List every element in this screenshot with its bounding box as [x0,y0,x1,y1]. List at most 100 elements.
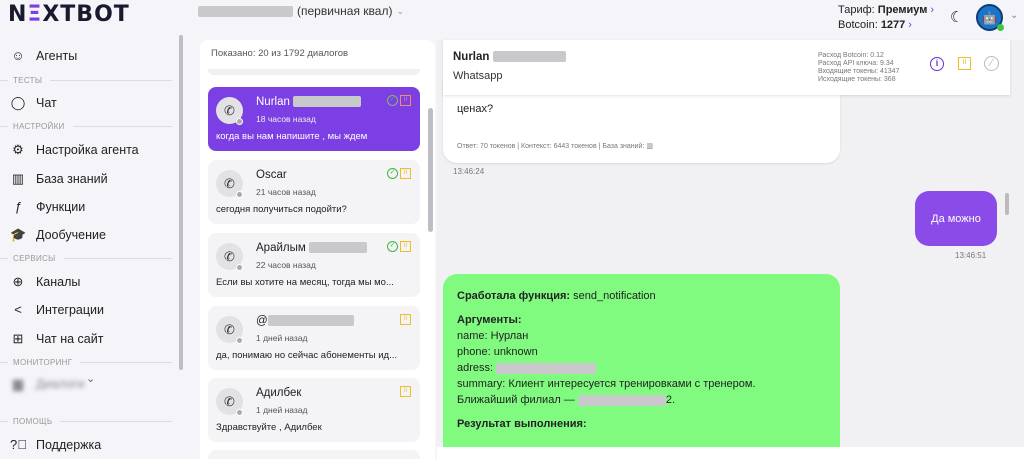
whatsapp-icon: ✆ [216,388,243,415]
sidebar-item-label: Чат на сайт [36,332,104,346]
sidebar-item-label: Функции [36,199,86,214]
check-icon[interactable]: ✓ [387,168,398,179]
dialog-item[interactable]: ✆ Oscar 21 часов назад сегодня получиться п… [208,160,420,224]
dialog-item[interactable] [208,450,420,459]
message-meta: Ответ: 70 токенов | Контекст: 6443 токен… [457,143,654,150]
status-dot [236,191,243,198]
logo[interactable]: NΞXTBOT [8,2,130,27]
dialog-list-scrollbar[interactable] [428,108,433,232]
pause-icon[interactable]: II [400,314,411,325]
avatar[interactable]: 🤖 [976,4,1003,31]
dialog-time: 22 часов назад [256,260,316,270]
online-indicator [997,24,1004,31]
dialog-preview: Если вы хотите на месяц, тогда мы мо... [216,277,394,288]
tariff-info: Тариф: Премиум › Botcoin: 1277 › [838,3,934,33]
chat-header: Nurlan Whatsapp Расход Botcoin: 0.12 Расх… [443,40,1010,95]
sidebar-item-agent-settings[interactable]: ⚙ Настройка агента [10,142,139,158]
sidebar-item-label: Дообучение [36,228,106,242]
function-call-message: Сработала функция: send_notification Арг… [443,274,840,459]
status-dot [236,337,243,344]
sidebar-item-label: Агенты [36,48,78,63]
sidebar-item-label: Поддержка [36,437,102,452]
chat-bubble-icon: ◯ [10,95,26,110]
sidebar-item-agents[interactable]: ☺ Агенты [10,48,77,63]
botcoin-link[interactable]: Botcoin: 1277 › [838,18,934,33]
info-icon[interactable]: i [930,57,944,71]
user-message: Да можно [915,191,997,246]
dialog-name: Арайлым [256,242,367,254]
dialog-item[interactable]: ✆ Адилбек 1 дней назад Здравствуйте , Адилб… [208,378,420,442]
dialog-preview: когда вы нам напишите , мы ждем [216,131,368,142]
sidebar-item-label: Настройка агента [36,143,139,157]
sidebar-item-functions[interactable]: ƒ Функции [10,199,85,214]
dialog-item[interactable]: ✆ @1 дней назад да, понимаю но сейчас абон… [208,306,420,370]
dialog-time: 21 часов назад [256,187,316,197]
graduation-cap-icon: 🎓 [10,227,27,242]
dialog-time: 18 часов назад [256,114,316,124]
sidebar-scrollbar[interactable] [179,35,183,370]
chat-scrollbar[interactable] [1005,193,1009,215]
sidebar-item-support[interactable]: ?⃝ Поддержка [10,437,101,452]
check-icon[interactable]: ✓ [387,241,398,252]
message-time: 13:46:51 [955,251,987,260]
help-icon: ?⃝ [10,437,27,452]
sidebar: ☺ Агенты ТЕСТЫ ◯ Чат НАСТРОЙКИ ⚙ Настройка … [0,38,185,459]
agent-selector[interactable]: (первичная квал) ⌄ [198,4,404,18]
argument-name: name: Нурлан [457,330,529,342]
chevron-down-icon[interactable]: ⌄ [1010,10,1019,21]
sidebar-item-label: Чат [36,96,57,110]
dialog-name: Nurlan [256,96,362,108]
share-icon: < [14,302,22,317]
pause-icon[interactable]: II [400,386,411,397]
pause-icon[interactable]: II [400,95,411,106]
pause-icon[interactable]: II [958,57,971,70]
robot-icon: ☺ [11,48,25,63]
pause-icon[interactable]: II [400,168,411,179]
contact-name: Nurlan [453,51,566,63]
arguments-title: Аргументы: [457,314,522,326]
message-input[interactable] [437,447,1024,459]
sidebar-item-site-chat[interactable]: ⊞ Чат на сайт [10,331,104,347]
status-dot [236,264,243,271]
dialog-name: @ [256,315,354,327]
usage-stats: Расход Botcoin: 0.12 Расход API ключа: 9.… [818,52,900,83]
check-icon[interactable]: ✓ [387,95,398,106]
sidebar-item-training[interactable]: 🎓 Дообучение [10,227,106,243]
sidebar-item-integrations[interactable]: < Интеграции [10,302,104,317]
section-help: ПОМОЩЬ [0,417,172,426]
argument-address: adress: [457,360,826,376]
sidebar-item-dialogs[interactable]: ▆ Диалоги [10,376,84,392]
status-dot [236,409,243,416]
books-icon[interactable]: ▥ [646,143,654,150]
block-icon[interactable]: ⁄ [984,56,999,71]
sidebar-item-knowledge-base[interactable]: ▥ База знаний [10,171,108,187]
section-tests: ТЕСТЫ [0,76,172,85]
sidebar-item-channels[interactable]: ⊕ Каналы [10,274,81,290]
dialog-name: Oscar [256,169,287,181]
chevron-right-icon: › [930,4,935,16]
pause-icon[interactable]: II [400,241,411,252]
books-icon: ▥ [11,171,25,186]
chevron-down-icon[interactable]: ⌄ [86,373,96,385]
sidebar-item-chat[interactable]: ◯ Чат [10,95,57,111]
message-time: 13:46:24 [453,167,485,176]
tariff-value: Премиум [877,4,928,16]
function-icon: ƒ [14,199,22,214]
dialog-time: 1 дней назад [256,405,308,415]
tariff-link[interactable]: Тариф: Премиум › [838,3,934,18]
dialog-item[interactable]: ✆ Арайлым 22 часов назад Если вы хотите на… [208,233,420,297]
dialog-time: 1 дней назад [256,333,308,343]
chevron-right-icon: › [908,19,912,31]
status-dot [236,118,243,125]
list-divider [208,69,420,75]
dialog-name: Адилбек [256,387,302,399]
dialog-item[interactable]: ✆ Nurlan 18 часов назад когда вы нам напиш… [208,87,420,151]
function-title: Сработала функция: send_notification [457,290,656,302]
channel-name: Whatsapp [453,70,503,82]
dark-mode-icon[interactable]: ☾ [950,9,964,26]
sidebar-item-label: Диалоги [36,377,85,391]
dialog-count: Показано: 20 из 1792 диалогов [211,48,349,59]
globe-icon: ⊕ [12,274,24,289]
result-title: Результат выполнения: [457,418,587,430]
botcoin-value: 1277 [880,19,906,31]
